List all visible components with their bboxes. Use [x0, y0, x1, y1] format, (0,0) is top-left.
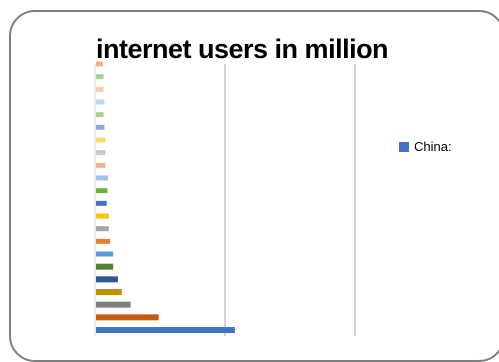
- bar-1: [96, 327, 235, 333]
- bar-chart: [94, 61, 356, 336]
- bar-7: [96, 251, 114, 257]
- bar-4: [96, 289, 122, 295]
- bar-17: [96, 124, 105, 130]
- bar-12: [96, 188, 108, 194]
- legend-swatch: [399, 141, 409, 152]
- bar-19: [96, 99, 105, 105]
- bar-13: [96, 175, 108, 181]
- bar-10: [96, 213, 109, 219]
- bar-18: [96, 112, 104, 118]
- bar-3: [96, 301, 131, 308]
- bar-16: [96, 137, 106, 143]
- bar-22: [96, 61, 103, 67]
- legend: China:: [399, 139, 452, 154]
- bar-6: [96, 263, 114, 270]
- bar-9: [96, 226, 109, 232]
- bar-20: [96, 86, 104, 92]
- bar-14: [96, 162, 106, 168]
- legend-label: China:: [414, 139, 452, 154]
- bar-15: [96, 150, 106, 156]
- bar-2: [96, 314, 159, 321]
- bar-5: [96, 276, 118, 283]
- bar-11: [96, 200, 107, 206]
- bar-8: [96, 238, 111, 244]
- chart-title: internet users in million: [96, 34, 389, 64]
- bar-21: [96, 74, 104, 80]
- chart-card: [9, 10, 499, 362]
